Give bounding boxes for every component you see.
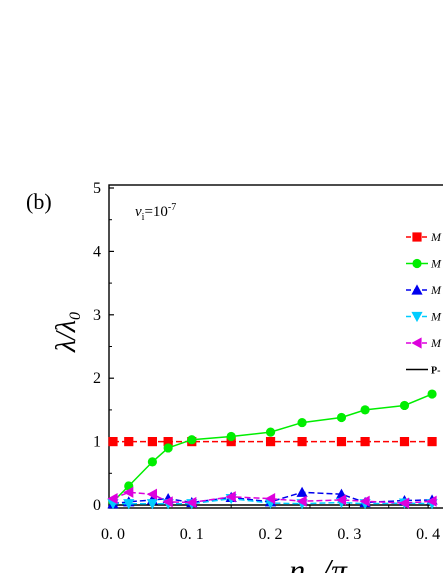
legend-label-3: M	[430, 310, 442, 324]
x-tick-label-1: 0. 1	[180, 526, 204, 543]
series-1-point-8	[336, 412, 347, 423]
series-4-point-3	[162, 496, 173, 508]
series-4-point-9	[359, 495, 370, 507]
series-1-point-6	[265, 427, 276, 437]
parameter-annotation: vi=10-7	[135, 202, 176, 223]
x-tick-label-2: 0. 2	[259, 526, 283, 543]
series-4-point-4	[186, 496, 197, 509]
series-0-point-7	[297, 437, 307, 447]
series-0-point-2	[147, 437, 157, 447]
y-tick-label-0: 0	[93, 497, 101, 514]
series-0-point-9	[360, 437, 370, 447]
legend-label-4: M	[430, 336, 442, 350]
y-tick-label-3: 3	[93, 307, 101, 324]
series-3-line	[113, 497, 433, 505]
legend-marker-1	[412, 258, 422, 269]
series-4-point-0	[107, 493, 118, 505]
legend-marker-4	[411, 337, 422, 349]
series-4-point-5	[225, 491, 236, 503]
series-3-point-2	[146, 499, 158, 510]
series-3	[113, 497, 433, 505]
series-1-point-3	[163, 443, 173, 453]
series-4-point-10	[398, 497, 410, 509]
series-4-point-7	[296, 495, 307, 507]
series-1-line	[112, 393, 433, 503]
legend-label-0: M	[430, 230, 442, 244]
series-0-point-0	[108, 437, 118, 447]
legend-label-5: P-	[431, 366, 440, 377]
series-0-point-6	[265, 437, 276, 447]
series-1-point-2	[147, 457, 157, 467]
series-1-point-4	[187, 435, 197, 445]
legend-label-2: M	[430, 283, 442, 297]
panel-label: (b)	[26, 189, 52, 214]
series-4-point-6	[264, 493, 276, 505]
y-axis-label: λ/λ0	[51, 312, 84, 353]
legend-label-1: M	[430, 257, 442, 271]
x-axis-label: η0 /π	[289, 552, 348, 573]
y-tick-label-2: 2	[93, 370, 101, 387]
series-1-point-11	[427, 389, 437, 399]
x-tick-label-4: 0. 4	[416, 526, 440, 543]
series-1-point-7	[297, 417, 307, 428]
plot-frame	[108, 184, 443, 509]
y-tick-label-5: 5	[93, 180, 101, 197]
series-4-point-1	[123, 486, 134, 498]
series-1	[112, 393, 433, 503]
series-0-point-8	[336, 437, 347, 447]
legend-marker-3	[411, 311, 423, 323]
series-1-point-5	[226, 431, 236, 442]
series-2-point-7	[296, 486, 308, 497]
series-3-point-1	[123, 499, 135, 510]
y-tick-label-4: 4	[93, 243, 101, 260]
series-0-point-3	[163, 437, 173, 447]
series-0-point-10	[399, 437, 410, 447]
series-0-point-5	[226, 437, 236, 447]
x-tick-label-0: 0. 0	[101, 526, 125, 543]
series-0-point-1	[124, 437, 134, 447]
series-0-point-11	[427, 437, 437, 447]
legend-marker-0	[412, 232, 422, 242]
series-4-point-8	[335, 494, 347, 506]
series-4-point-2	[146, 488, 157, 500]
series-1-point-9	[360, 405, 370, 415]
y-tick-label-1: 1	[93, 434, 101, 451]
series-4-point-11	[426, 495, 437, 507]
legend-marker-2	[411, 284, 423, 295]
series-1-point-10	[399, 400, 410, 411]
x-tick-label-3: 0. 3	[337, 526, 361, 543]
